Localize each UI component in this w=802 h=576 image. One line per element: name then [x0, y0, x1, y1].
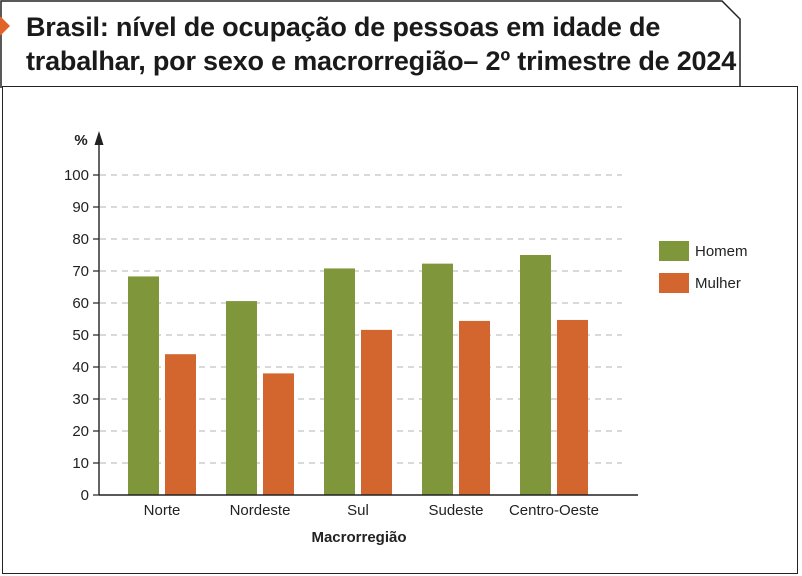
y-tick-label: 30 [72, 391, 89, 408]
y-axis-unit: % [74, 132, 87, 149]
bar-homem [128, 276, 159, 495]
y-tick-label: 40 [72, 359, 89, 376]
x-category-label: Centro-Oeste [509, 502, 599, 519]
title-accent-marker [0, 16, 10, 36]
legend-swatch-homem [659, 241, 689, 261]
title-tab: Brasil: nível de ocupação de pessoas em … [0, 0, 741, 88]
legend-label-homem: Homem [695, 243, 748, 260]
bar-homem [520, 255, 551, 495]
bar-homem [226, 301, 257, 495]
bar-homem [422, 263, 453, 495]
y-tick-label: 100 [64, 167, 89, 184]
y-tick-label: 20 [72, 423, 89, 440]
x-category-label: Sul [347, 502, 369, 519]
y-tick-label: 60 [72, 295, 89, 312]
y-tick-label: 90 [72, 199, 89, 216]
x-category-label: Nordeste [230, 502, 291, 519]
x-axis-title: Macrorregião [311, 529, 406, 546]
y-tick-label: 80 [72, 231, 89, 248]
y-axis-arrow [94, 131, 104, 145]
legend-swatch-mulher [659, 273, 689, 293]
x-category-label: Sudeste [428, 502, 483, 519]
bar-mulher [263, 373, 294, 495]
bar-mulher [361, 329, 392, 495]
y-tick-label: 50 [72, 327, 89, 344]
bar-homem [324, 268, 355, 495]
bar-mulher [459, 320, 490, 495]
legend-label-mulher: Mulher [695, 275, 741, 292]
y-tick-label: 0 [81, 487, 89, 504]
bar-mulher [557, 319, 588, 495]
chart-title: Brasil: nível de ocupação de pessoas em … [26, 12, 737, 76]
y-tick-label: 10 [72, 455, 89, 472]
bar-mulher [165, 354, 196, 495]
x-category-label: Norte [144, 502, 181, 519]
y-tick-label: 70 [72, 263, 89, 280]
